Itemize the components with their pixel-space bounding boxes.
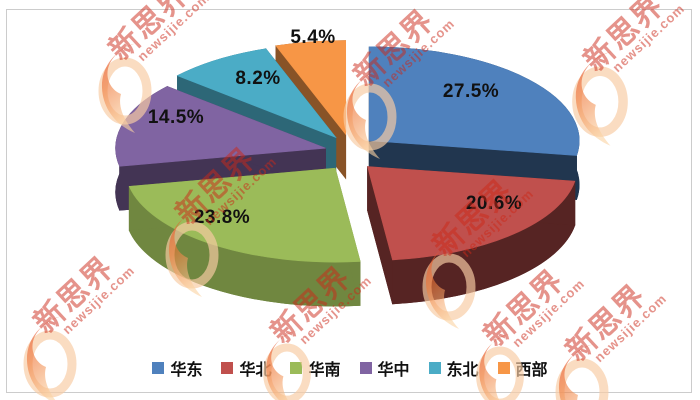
legend-label: 西部 (515, 362, 548, 379)
legend-swatch (221, 362, 234, 374)
chart-legend: 华东 华北 华南 华中 东北 西部 (0, 356, 700, 380)
pie-slice-2 (128, 167, 361, 307)
legend-item-3: 华中 (359, 356, 410, 380)
legend-label: 东北 (446, 362, 479, 379)
legend-item-5: 西部 (497, 356, 548, 380)
legend-swatch (428, 362, 441, 374)
legend-swatch (152, 362, 165, 374)
legend-item-1: 华北 (221, 356, 271, 380)
legend-label: 华东 (170, 362, 203, 379)
legend-swatch (359, 362, 372, 374)
legend-item-2: 华南 (290, 356, 341, 380)
legend-label: 华中 (377, 362, 410, 379)
legend-item-0: 华东 (152, 356, 202, 380)
pie-slice-1 (367, 166, 576, 305)
legend-swatch (290, 362, 303, 374)
legend-label: 华南 (308, 362, 341, 379)
legend-label: 华北 (239, 362, 272, 379)
legend-swatch (497, 362, 510, 374)
legend-item-4: 东北 (428, 356, 479, 380)
